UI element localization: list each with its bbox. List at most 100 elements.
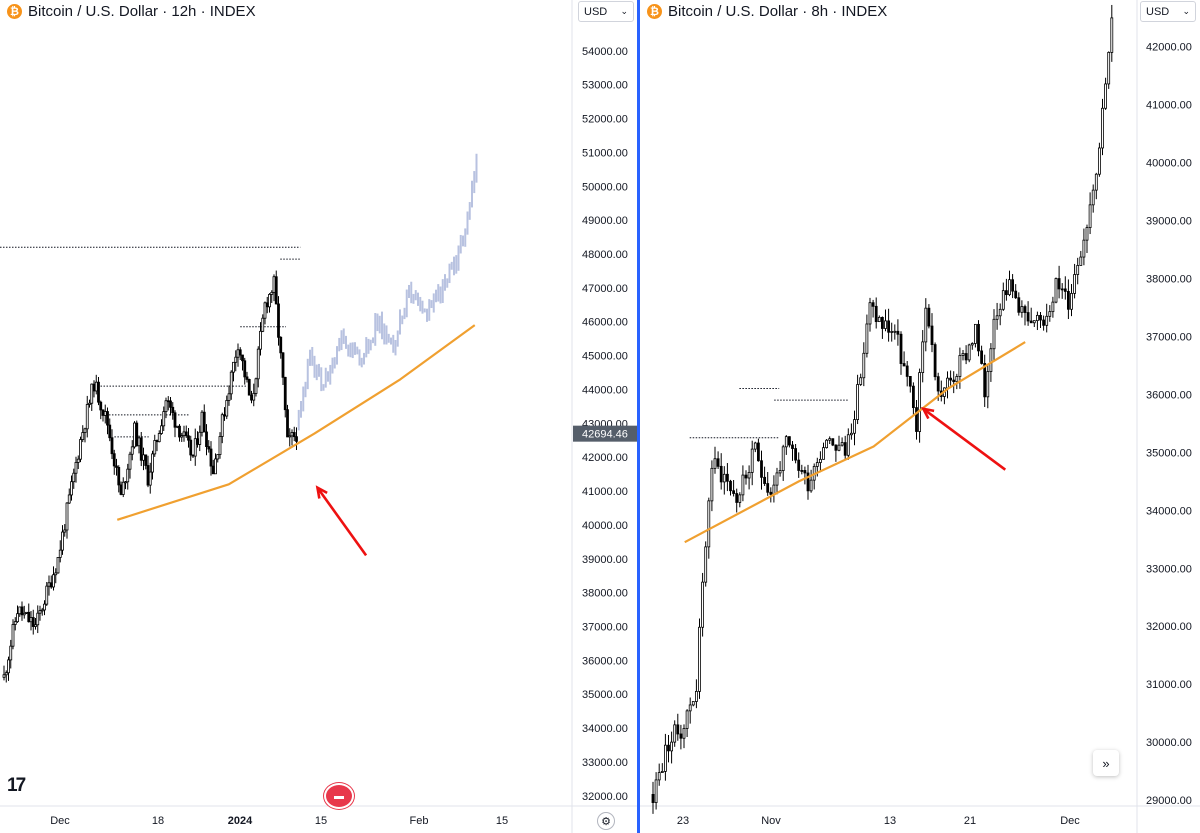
candle-body [259, 330, 262, 350]
projection-bar [435, 289, 437, 303]
y-tick-label: 45000.00 [582, 351, 628, 363]
projection-bar [473, 171, 476, 194]
candle-body [791, 444, 794, 449]
candle-body [738, 494, 742, 503]
projection-bar [464, 228, 467, 247]
projection-bar [453, 256, 455, 276]
y-tick-label: 36000.00 [582, 655, 628, 667]
candle-body [1026, 312, 1030, 322]
tradingview-logo[interactable]: 17 [7, 775, 26, 796]
projection-bar [356, 346, 359, 355]
candle-body [189, 439, 193, 456]
candle-body [74, 462, 78, 474]
candle-body [964, 353, 968, 361]
candle-body [732, 490, 735, 494]
candle-body [1054, 278, 1058, 303]
chart-canvas-12h[interactable]: 54000.00 53000.00 52000.00 51000.00 50000.00… [0, 0, 637, 833]
candle-body [29, 617, 33, 623]
x-tick-label: 21 [964, 815, 976, 827]
projection-bar [383, 323, 386, 345]
y-tick-label: 35000.00 [1146, 447, 1192, 459]
candle-body [1076, 265, 1080, 275]
candle-body [202, 411, 206, 433]
candle-body [175, 425, 179, 428]
projection-bar [374, 313, 377, 346]
chart-title-12h: ₿ Bitcoin / U.S. Dollar · 12h · INDEX [7, 3, 256, 20]
candle-body [232, 361, 235, 373]
support-curve [116, 324, 476, 521]
projection-bar [372, 337, 374, 344]
candle-body [108, 424, 112, 439]
candle-body [772, 484, 776, 495]
chart-panel-12h[interactable]: 54000.00 53000.00 52000.00 51000.00 50000.00… [0, 0, 637, 833]
candle-body [757, 442, 760, 462]
candle-body [961, 353, 965, 356]
projection-bar [363, 352, 365, 365]
candle-body [218, 436, 222, 455]
projection-bar [313, 355, 316, 378]
candle-body [977, 323, 980, 352]
candle-body [1032, 320, 1036, 324]
chart-panel-8h[interactable]: 42000.00 41000.00 40000.00 39000.00 38000.00… [640, 0, 1200, 833]
candle-body [902, 363, 906, 367]
candle-body [1008, 279, 1011, 296]
candle-body [187, 435, 190, 441]
candle-body [849, 432, 853, 436]
candle-body [1070, 292, 1073, 310]
candle-body [818, 458, 822, 463]
projection-bar [360, 357, 363, 368]
panel-divider[interactable] [637, 0, 640, 833]
candle-body [268, 293, 271, 308]
y-tick-label: 30000.00 [1146, 737, 1192, 749]
candle-body [983, 363, 987, 398]
candle-body [1091, 189, 1095, 206]
chart-canvas-8h[interactable]: 42000.00 41000.00 40000.00 39000.00 38000.00… [640, 0, 1200, 833]
y-tick-label: 32000.00 [1146, 621, 1192, 633]
candle-body [1097, 147, 1101, 175]
currency-select[interactable]: USD ⌄ [1140, 1, 1196, 22]
candle-body [205, 431, 208, 447]
projection-bar [399, 309, 401, 335]
candle-body [196, 438, 199, 445]
candle-body [1048, 311, 1052, 317]
candle-body [676, 724, 680, 735]
candle-body [685, 710, 689, 729]
x-tick-label: 23 [677, 815, 689, 827]
gear-icon[interactable]: ⚙ [597, 812, 615, 830]
candle-body [660, 771, 664, 773]
candle-body [679, 733, 683, 739]
projection-bar [340, 330, 343, 351]
candle-body [1045, 315, 1049, 326]
y-tick-label: 52000.00 [582, 114, 628, 126]
candle-body [846, 434, 850, 456]
projection-bar [320, 367, 323, 392]
candle-body [995, 315, 999, 320]
candle-body [133, 422, 136, 448]
candle-body [155, 440, 159, 443]
projection-bar [354, 342, 356, 355]
projection-bar [423, 308, 426, 313]
projection-bar [306, 358, 309, 390]
candle-body [38, 610, 42, 614]
us-flag-event-icon[interactable]: ▬ [324, 783, 354, 809]
projection-bar [342, 328, 345, 344]
double-chevron-right-icon[interactable]: » [1093, 750, 1119, 776]
x-tick-label: 15 [315, 815, 327, 827]
candle-body [67, 494, 71, 504]
candle-body [766, 483, 770, 493]
projection-bar [331, 357, 334, 374]
candle-body [722, 473, 726, 483]
candle-body [1039, 314, 1042, 321]
y-tick-label: 39000.00 [582, 554, 628, 566]
candle-body [763, 476, 766, 484]
bitcoin-icon: ₿ [7, 4, 22, 19]
candle-body [753, 442, 757, 450]
projection-bar [302, 386, 305, 412]
candle-body [121, 481, 125, 495]
candle-body [825, 439, 829, 449]
candle-body [180, 435, 184, 438]
candle-body [713, 458, 717, 469]
currency-select[interactable]: USD ⌄ [578, 1, 634, 22]
candle-body [760, 460, 763, 478]
candle-body [952, 379, 956, 383]
